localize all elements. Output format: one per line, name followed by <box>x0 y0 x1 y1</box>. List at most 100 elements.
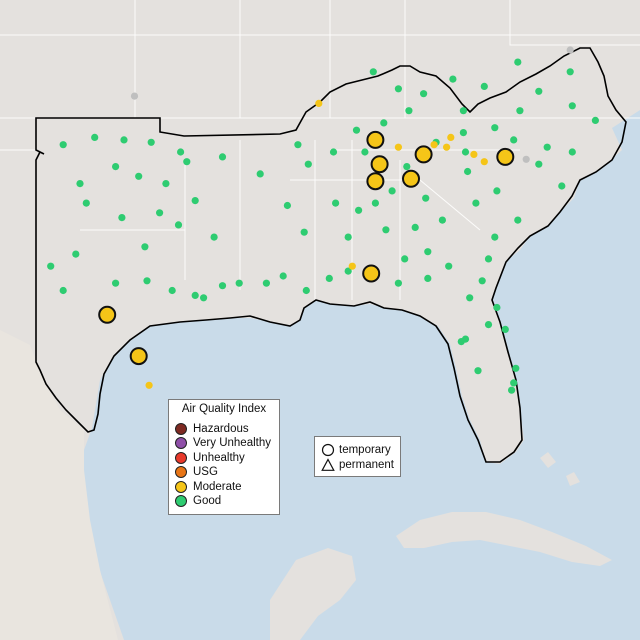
good-monitor-marker[interactable] <box>352 126 361 134</box>
good-monitor-marker[interactable] <box>156 209 164 217</box>
good-monitor-marker[interactable] <box>457 338 465 346</box>
good-monitor-marker[interactable] <box>510 136 518 144</box>
good-monitor-marker[interactable] <box>304 160 312 168</box>
good-monitor-marker[interactable] <box>302 286 310 295</box>
temporary-moderate-monitor-marker[interactable] <box>414 145 433 164</box>
good-monitor-marker[interactable] <box>493 303 501 312</box>
moderate-monitor-marker[interactable] <box>480 158 488 166</box>
good-monitor-marker[interactable] <box>344 233 352 241</box>
good-monitor-marker[interactable] <box>591 116 600 124</box>
good-monitor-marker[interactable] <box>491 233 499 241</box>
good-monitor-marker[interactable] <box>72 250 80 258</box>
good-monitor-marker[interactable] <box>262 279 270 287</box>
good-monitor-marker[interactable] <box>535 160 543 168</box>
good-monitor-marker[interactable] <box>420 90 428 98</box>
good-monitor-marker[interactable] <box>466 294 474 302</box>
good-monitor-marker[interactable] <box>543 143 551 151</box>
good-monitor-marker[interactable] <box>112 163 120 171</box>
good-monitor-marker[interactable] <box>371 199 379 207</box>
temporary-moderate-monitor-marker[interactable] <box>366 172 385 191</box>
good-monitor-marker[interactable] <box>438 216 446 224</box>
good-monitor-marker[interactable] <box>332 199 340 207</box>
good-monitor-marker[interactable] <box>459 107 467 115</box>
good-monitor-marker[interactable] <box>294 141 302 149</box>
good-monitor-marker[interactable] <box>174 221 183 229</box>
good-monitor-marker[interactable] <box>177 148 185 156</box>
good-monitor-marker[interactable] <box>493 187 501 195</box>
good-monitor-marker[interactable] <box>191 291 199 299</box>
good-monitor-marker[interactable] <box>91 133 99 141</box>
good-monitor-marker[interactable] <box>388 187 396 195</box>
good-monitor-marker[interactable] <box>118 214 126 222</box>
good-monitor-marker[interactable] <box>361 148 369 156</box>
good-monitor-marker[interactable] <box>484 255 493 263</box>
good-monitor-marker[interactable] <box>191 197 199 205</box>
good-monitor-marker[interactable] <box>405 107 413 115</box>
temporary-moderate-monitor-marker[interactable] <box>366 130 385 149</box>
good-monitor-marker[interactable] <box>183 158 191 166</box>
good-monitor-marker[interactable] <box>329 148 338 156</box>
good-monitor-marker[interactable] <box>279 272 287 280</box>
good-monitor-marker[interactable] <box>472 199 480 207</box>
temporary-moderate-monitor-marker[interactable] <box>370 155 389 174</box>
moderate-monitor-marker[interactable] <box>394 143 402 151</box>
good-monitor-marker[interactable] <box>112 279 120 287</box>
good-monitor-marker[interactable] <box>380 119 388 127</box>
moderate-monitor-marker[interactable] <box>315 99 323 107</box>
good-monitor-marker[interactable] <box>401 255 409 263</box>
good-monitor-marker[interactable] <box>59 286 67 295</box>
good-monitor-marker[interactable] <box>394 279 402 287</box>
good-monitor-marker[interactable] <box>59 141 67 149</box>
good-monitor-marker[interactable] <box>411 223 419 231</box>
good-monitor-marker[interactable] <box>514 58 522 66</box>
good-monitor-marker[interactable] <box>76 180 84 188</box>
good-monitor-marker[interactable] <box>424 274 432 282</box>
temporary-moderate-monitor-marker[interactable] <box>129 347 148 366</box>
good-monitor-marker[interactable] <box>512 364 520 372</box>
good-monitor-marker[interactable] <box>445 262 453 270</box>
good-monitor-marker[interactable] <box>459 129 467 137</box>
good-monitor-marker[interactable] <box>461 148 470 156</box>
good-monitor-marker[interactable] <box>218 153 227 161</box>
good-monitor-marker[interactable] <box>147 138 155 146</box>
good-monitor-marker[interactable] <box>218 282 227 290</box>
moderate-monitor-marker[interactable] <box>348 262 356 270</box>
good-monitor-marker[interactable] <box>449 75 457 83</box>
good-monitor-marker[interactable] <box>344 267 352 275</box>
good-monitor-marker[interactable] <box>501 325 509 333</box>
temporary-moderate-monitor-marker[interactable] <box>402 169 420 188</box>
good-monitor-marker[interactable] <box>558 182 566 190</box>
good-monitor-marker[interactable] <box>510 379 518 387</box>
moderate-monitor-marker[interactable] <box>430 141 438 149</box>
inactive-monitor-marker[interactable] <box>522 155 530 163</box>
good-monitor-marker[interactable] <box>143 277 151 285</box>
good-monitor-marker[interactable] <box>394 85 402 93</box>
good-monitor-marker[interactable] <box>200 294 208 302</box>
moderate-monitor-marker[interactable] <box>470 150 478 158</box>
good-monitor-marker[interactable] <box>422 194 430 202</box>
good-monitor-marker[interactable] <box>141 243 149 251</box>
moderate-monitor-marker[interactable] <box>447 133 455 141</box>
good-monitor-marker[interactable] <box>135 172 143 180</box>
good-monitor-marker[interactable] <box>478 277 486 285</box>
good-monitor-marker[interactable] <box>535 87 543 95</box>
moderate-monitor-marker[interactable] <box>145 381 153 389</box>
moderate-monitor-marker[interactable] <box>443 143 451 151</box>
good-monitor-marker[interactable] <box>120 136 128 144</box>
good-monitor-marker[interactable] <box>568 148 576 156</box>
good-monitor-marker[interactable] <box>235 279 243 287</box>
temporary-moderate-monitor-marker[interactable] <box>362 264 381 283</box>
good-monitor-marker[interactable] <box>424 248 432 256</box>
temporary-moderate-monitor-marker[interactable] <box>98 305 117 324</box>
good-monitor-marker[interactable] <box>82 199 90 207</box>
good-monitor-marker[interactable] <box>480 82 488 90</box>
good-monitor-marker[interactable] <box>325 274 333 282</box>
good-monitor-marker[interactable] <box>210 233 218 241</box>
good-monitor-marker[interactable] <box>403 163 411 171</box>
good-monitor-marker[interactable] <box>568 102 576 110</box>
good-monitor-marker[interactable] <box>508 386 516 394</box>
good-monitor-marker[interactable] <box>256 170 264 178</box>
inactive-monitor-marker[interactable] <box>566 46 574 54</box>
good-monitor-marker[interactable] <box>369 68 377 76</box>
